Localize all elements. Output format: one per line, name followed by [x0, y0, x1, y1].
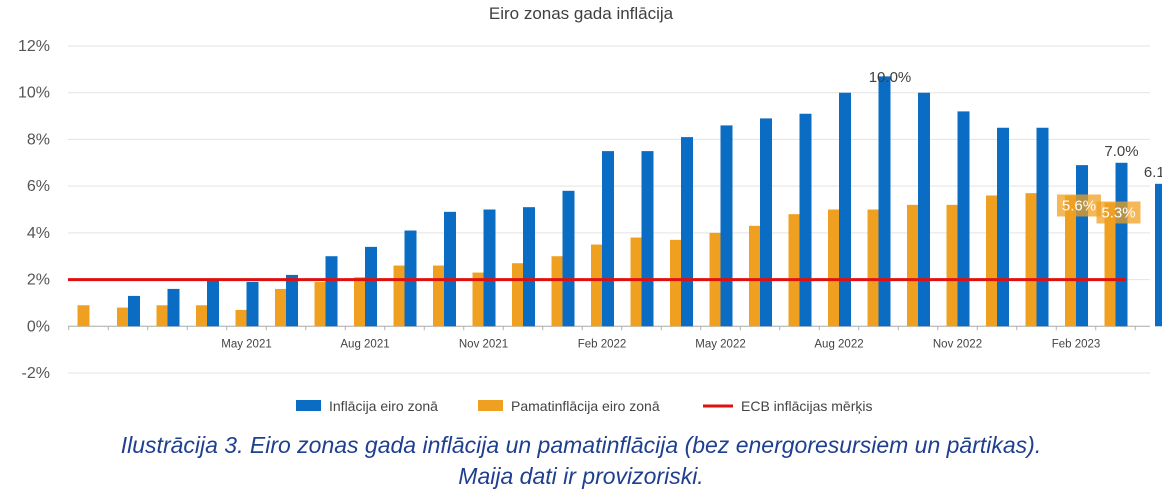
bar-headline-inflation	[1076, 165, 1088, 327]
y-tick-label: 10%	[18, 85, 50, 102]
y-tick-label: 4%	[27, 225, 50, 242]
x-tick-label: Aug 2021	[340, 338, 389, 350]
bar-headline-inflation	[325, 256, 338, 327]
bar-core-inflation	[156, 305, 169, 327]
x-tick-label: May 2021	[221, 338, 272, 350]
y-tick-label: -2%	[22, 365, 50, 382]
bar-headline-inflation	[246, 281, 259, 327]
bars	[77, 76, 1162, 327]
bar-core-inflation	[196, 305, 208, 327]
bar-core-inflation	[235, 309, 248, 327]
data-label-box	[1096, 201, 1141, 224]
data-label: 6.1%	[1144, 164, 1162, 181]
bar-headline-inflation	[799, 113, 812, 327]
y-axis-ticks: 12% 10% 8% 6% 4% 2% 0% -2%	[18, 38, 50, 382]
y-tick-label: 0%	[27, 318, 50, 335]
bar-headline-inflation	[878, 76, 891, 327]
x-tick-label: Nov 2021	[459, 338, 508, 350]
chart-area: Eiro zonas gada inflācija 12% 10% 8% 6% 4% 2%…	[18, 4, 1162, 414]
bar-headline-inflation	[1115, 162, 1128, 327]
y-tick-label: 6%	[27, 178, 50, 195]
bar-headline-inflation	[444, 211, 456, 327]
bar-headline-inflation	[207, 279, 219, 327]
bar-core-inflation	[393, 265, 406, 327]
bar-core-inflation	[433, 265, 445, 327]
x-tick-label: Aug 2022	[814, 338, 863, 350]
bar-headline-inflation	[523, 207, 535, 327]
bar-headline-inflation	[1036, 127, 1049, 327]
inflation-chart: 12% 10% 8% 6% 4% 2% 0% -2% May 2021 Aug 2021 Nov 2…	[18, 38, 1162, 414]
bar-core-inflation	[788, 214, 801, 327]
x-tick-label: Feb 2022	[578, 338, 627, 350]
bar-headline-inflation	[681, 137, 693, 327]
bar-core-inflation	[630, 237, 643, 327]
data-label: 5.3%	[1101, 204, 1135, 221]
bar-core-inflation	[867, 209, 880, 327]
x-tick-label: Nov 2022	[933, 338, 982, 350]
x-axis-ticks: May 2021 Aug 2021 Nov 2021 Feb 2022 May 2022…	[68, 326, 1136, 350]
bar-core-inflation	[907, 204, 919, 327]
bar-core-inflation	[591, 244, 603, 327]
legend-label: Pamatinflācija eiro zonā	[511, 398, 660, 414]
bar-core-inflation	[77, 305, 90, 327]
data-label-box	[1057, 194, 1101, 217]
bar-headline-inflation	[760, 118, 772, 327]
bar-core-inflation	[354, 277, 366, 327]
bar-headline-inflation	[641, 151, 654, 327]
bar-core-inflation	[117, 307, 129, 327]
y-tick-label: 12%	[18, 38, 50, 55]
legend: Inflācija eiro zonā Pamatinflācija eiro z…	[296, 398, 872, 414]
bar-headline-inflation	[602, 151, 614, 327]
bar-core-inflation	[749, 225, 761, 327]
legend-label: Inflācija eiro zonā	[329, 398, 438, 414]
caption-line-1: Ilustrācija 3. Eiro zonas gada inflācija…	[120, 432, 1042, 458]
bar-headline-inflation	[167, 288, 180, 327]
data-label: 5.6%	[1062, 197, 1096, 214]
bar-headline-inflation	[483, 209, 496, 327]
chart-title: Eiro zonas gada inflācija	[488, 4, 674, 23]
bar-core-inflation	[551, 256, 564, 327]
bar-headline-inflation	[957, 111, 970, 327]
bar-core-inflation	[986, 195, 998, 327]
legend-swatch	[296, 400, 321, 411]
figure-caption: Ilustrācija 3. Eiro zonas gada inflācija…	[0, 430, 1162, 492]
bar-core-inflation	[275, 288, 287, 327]
bar-headline-inflation	[286, 274, 298, 327]
bar-headline-inflation	[128, 295, 140, 327]
legend-label: ECB inflācijas mērķis	[741, 398, 872, 414]
bar-headline-inflation	[720, 125, 733, 327]
bar-core-inflation	[512, 263, 524, 327]
bar-core-inflation	[828, 209, 840, 327]
data-label: 10.0%	[869, 69, 912, 86]
bar-core-inflation	[946, 204, 959, 327]
bar-headline-inflation	[918, 92, 930, 327]
bar-headline-inflation	[839, 92, 851, 327]
bar-core-inflation	[670, 239, 682, 327]
bar-headline-inflation	[365, 246, 377, 327]
bar-core-inflation	[472, 272, 485, 327]
bar-headline-inflation	[562, 190, 575, 327]
data-labels: 10.0% 7.0% 6.1% 5.6% 5.3%	[869, 69, 1162, 224]
data-label: 7.0%	[1104, 143, 1138, 160]
bar-core-inflation	[1065, 195, 1077, 327]
x-tick-label: May 2022	[695, 338, 746, 350]
y-tick-label: 8%	[27, 131, 50, 148]
legend-swatch	[478, 400, 503, 411]
y-tick-label: 2%	[27, 272, 50, 289]
bar-core-inflation	[1104, 202, 1117, 327]
bar-core-inflation	[1025, 193, 1038, 327]
bar-core-inflation	[314, 281, 327, 327]
caption-line-2: Maija dati ir provizoriski.	[458, 463, 704, 489]
bar-headline-inflation	[997, 127, 1009, 327]
x-tick-label: Feb 2023	[1052, 338, 1101, 350]
bar-headline-inflation	[1155, 183, 1162, 327]
